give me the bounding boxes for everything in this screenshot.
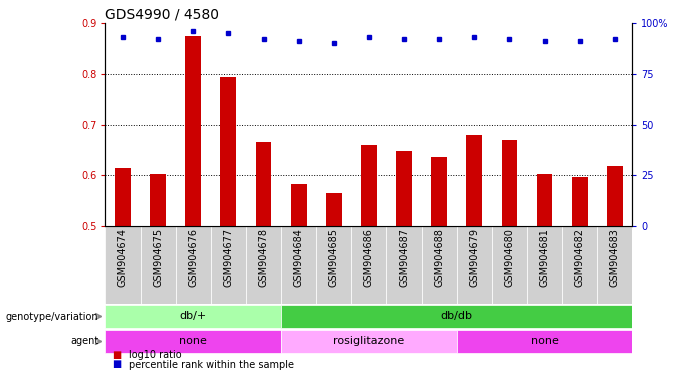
Text: rosiglitazone: rosiglitazone <box>333 336 405 346</box>
Bar <box>396 151 412 226</box>
Bar <box>105 330 281 353</box>
Bar <box>281 330 457 353</box>
Text: GSM904674: GSM904674 <box>118 228 128 287</box>
Bar <box>220 77 236 226</box>
Text: GSM904677: GSM904677 <box>223 228 233 288</box>
Text: GSM904676: GSM904676 <box>188 228 199 287</box>
Bar <box>352 226 386 304</box>
Bar <box>572 177 588 226</box>
Text: percentile rank within the sample: percentile rank within the sample <box>129 359 294 369</box>
Bar <box>492 226 527 304</box>
Text: none: none <box>530 336 558 346</box>
Bar <box>527 226 562 304</box>
Bar <box>502 140 517 226</box>
Text: GSM904679: GSM904679 <box>469 228 479 287</box>
Bar <box>105 226 141 304</box>
Bar <box>211 226 246 304</box>
Text: GDS4990 / 4580: GDS4990 / 4580 <box>105 8 220 22</box>
Text: GSM904686: GSM904686 <box>364 228 374 287</box>
Text: GSM904687: GSM904687 <box>399 228 409 287</box>
Text: GSM904681: GSM904681 <box>539 228 549 287</box>
Text: db/+: db/+ <box>180 311 207 321</box>
Bar <box>186 36 201 226</box>
Bar <box>361 145 377 226</box>
Bar <box>175 226 211 304</box>
Bar <box>316 226 352 304</box>
Text: agent: agent <box>70 336 99 346</box>
Bar <box>386 226 422 304</box>
Bar <box>291 184 307 226</box>
Bar <box>562 226 597 304</box>
Bar <box>597 226 632 304</box>
Bar <box>256 142 271 226</box>
Bar <box>246 226 281 304</box>
Text: GSM904685: GSM904685 <box>328 228 339 287</box>
Text: db/db: db/db <box>441 311 473 321</box>
Text: none: none <box>180 336 207 346</box>
Text: log10 ratio: log10 ratio <box>129 350 182 360</box>
Bar <box>115 168 131 226</box>
Bar <box>105 305 281 328</box>
Bar <box>281 305 632 328</box>
Text: ■: ■ <box>112 359 122 369</box>
Text: GSM904680: GSM904680 <box>505 228 515 287</box>
Bar <box>326 193 341 226</box>
Bar <box>281 226 316 304</box>
Bar <box>537 174 552 226</box>
Text: GSM904675: GSM904675 <box>153 228 163 288</box>
Text: GSM904682: GSM904682 <box>575 228 585 287</box>
Text: GSM904683: GSM904683 <box>610 228 620 287</box>
Bar <box>422 226 457 304</box>
Bar <box>150 174 166 226</box>
Text: genotype/variation: genotype/variation <box>6 311 99 321</box>
Text: ■: ■ <box>112 350 122 360</box>
Bar <box>457 330 632 353</box>
Bar <box>457 226 492 304</box>
Bar <box>466 135 482 226</box>
Bar <box>607 166 623 226</box>
Text: GSM904688: GSM904688 <box>434 228 444 287</box>
Text: GSM904684: GSM904684 <box>294 228 304 287</box>
Text: GSM904678: GSM904678 <box>258 228 269 287</box>
Bar <box>431 157 447 226</box>
Bar <box>141 226 175 304</box>
